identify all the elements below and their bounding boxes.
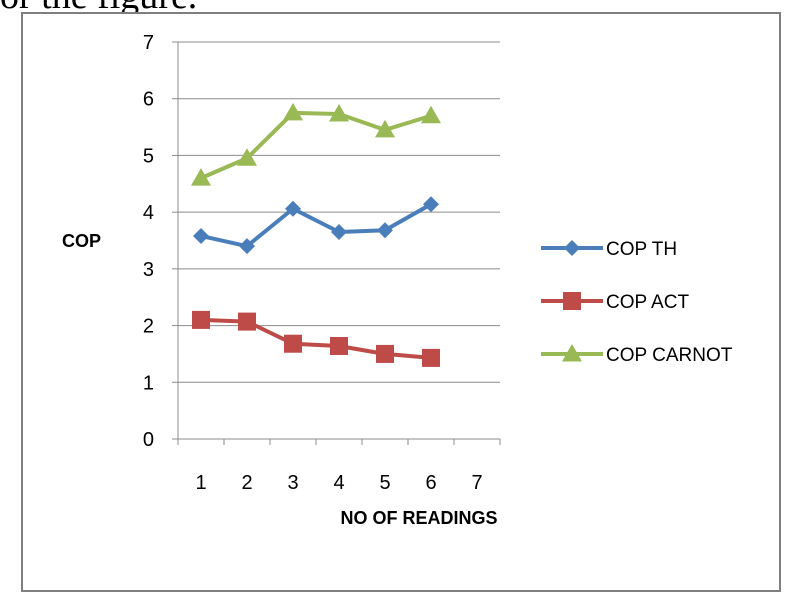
- series-line: [200, 110, 432, 180]
- data-point-marker: [422, 348, 440, 367]
- data-point-marker: [285, 200, 301, 217]
- x-tick-label: 2: [241, 472, 252, 494]
- y-tick-label: 2: [143, 316, 154, 338]
- x-tick-label: 5: [379, 472, 390, 494]
- line-chart: 0 1 2 3 4 5 6 7 1 2 3 4 5 6 7 COP NO OF READINGS COP T…: [62, 32, 733, 528]
- tick-labels: 0 1 2 3 4 5 6 7 1 2 3 4 5 6 7: [143, 32, 483, 494]
- legend-label: COP CARNOT: [606, 345, 733, 366]
- y-tick-label: 7: [143, 32, 154, 54]
- data-point-marker: [331, 223, 347, 240]
- data-point-marker: [192, 310, 210, 329]
- axes: [172, 41, 501, 445]
- series-cop-act: [192, 310, 440, 367]
- y-tick-label: 4: [143, 202, 154, 224]
- x-tick-label: 4: [333, 472, 344, 494]
- series-cop-carnot: [191, 102, 441, 186]
- y-tick-label: 1: [143, 372, 154, 394]
- x-tick-label: 7: [471, 472, 482, 494]
- y-tick-label: 6: [143, 89, 154, 111]
- legend-swatch-marker: [563, 292, 581, 310]
- legend: COP TH COP ACT COP CARNOT: [541, 239, 733, 366]
- data-point-marker: [423, 196, 439, 213]
- data-point-marker: [191, 168, 211, 186]
- legend-item: COP ACT: [541, 292, 689, 313]
- data-point-marker: [283, 102, 303, 121]
- x-tick-label: 3: [287, 472, 298, 494]
- legend-item: COP TH: [541, 239, 677, 260]
- data-point-marker: [239, 238, 255, 255]
- chart-frame: [21, 12, 781, 592]
- series-line: [200, 202, 432, 249]
- legend-label: COP TH: [606, 239, 677, 260]
- legend-item: COP CARNOT: [541, 344, 733, 366]
- legend-swatch-marker: [562, 344, 582, 362]
- data-point-marker: [284, 334, 302, 353]
- data-point-marker: [330, 336, 348, 355]
- legend-label: COP ACT: [606, 292, 689, 313]
- series-cop-th: [193, 196, 439, 255]
- data-point-marker: [237, 148, 257, 166]
- gridlines: [178, 41, 500, 383]
- legend-swatch-marker: [564, 240, 580, 256]
- data-point-marker: [375, 119, 395, 138]
- data-point-marker: [421, 105, 441, 124]
- data-point-marker: [376, 344, 394, 363]
- data-point-marker: [377, 222, 393, 239]
- y-tick-label: 3: [143, 259, 154, 281]
- data-point-marker: [238, 312, 256, 331]
- series-lines: [191, 102, 441, 367]
- x-axis-title: NO OF READINGS: [340, 508, 497, 528]
- data-point-marker: [193, 227, 209, 244]
- y-axis-title: COP: [62, 231, 101, 251]
- y-tick-label: 0: [143, 429, 154, 451]
- x-tick-label: 6: [425, 472, 436, 494]
- data-point-marker: [329, 104, 349, 122]
- y-tick-label: 5: [143, 145, 154, 167]
- x-tick-label: 1: [195, 472, 206, 494]
